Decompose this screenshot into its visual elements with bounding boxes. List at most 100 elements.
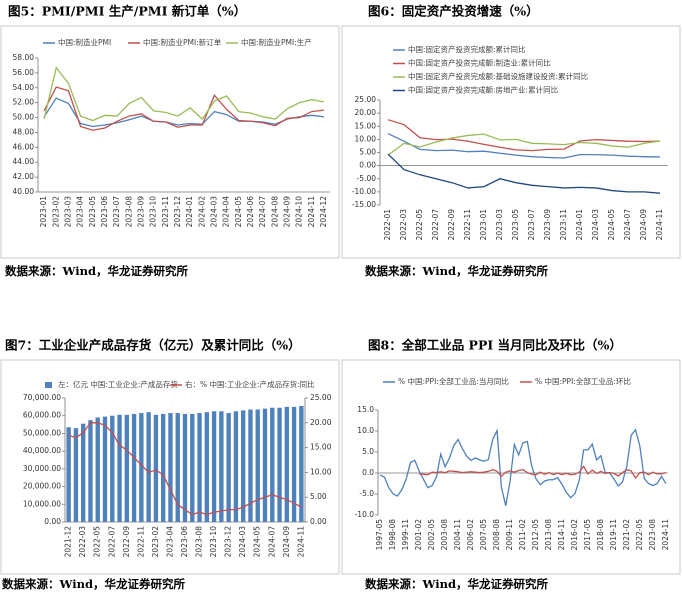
- bar: [175, 413, 180, 522]
- legend-label: 右：% 中国:工业企业:产成品存货:同比: [185, 379, 315, 389]
- legend-label: 中国:固定资产投资完成额:房地产业:累计同比: [408, 85, 559, 95]
- y-tick-label: 42.00: [13, 172, 35, 181]
- panel-frame: [0, 25, 340, 259]
- x-tick-label: 2023-02: [51, 196, 60, 228]
- x-tick-label: 2024-01: [185, 196, 194, 228]
- bar: [255, 409, 260, 522]
- x-tick-label: 2023-10: [209, 526, 218, 558]
- series-line: [379, 428, 667, 506]
- series-line: [43, 86, 324, 131]
- bar: [284, 406, 289, 522]
- x-tick-label: 2017-05: [583, 519, 592, 551]
- bar: [241, 410, 246, 522]
- y-tick-label: 5.0: [362, 447, 374, 456]
- x-tick-label: 2022-05: [635, 519, 644, 551]
- x-tick-label: 2018-08: [596, 519, 605, 551]
- bar: [233, 411, 239, 522]
- chart-title: 图7：工业企业产成品存货（亿元）及累计同比（%）: [5, 338, 301, 353]
- x-tick-label: 2024-08: [270, 196, 279, 228]
- y2-tick-label: 15.00: [310, 443, 332, 452]
- y-tick-label: 30,000.00: [23, 464, 61, 473]
- x-tick-label: 2024-11: [661, 519, 670, 551]
- legend-label: 中国:固定资产投资完成额:基础设施建设投资:累计同比: [408, 71, 589, 81]
- chart-title: 图5：PMI/PMI 生产/PMI 新订单（%）: [8, 4, 246, 19]
- legend-label: 中国:制造业PMI:新订单: [143, 37, 222, 47]
- y-tick-label: -10.0: [355, 510, 375, 519]
- x-tick-label: 2022-01: [383, 209, 392, 241]
- bar: [102, 416, 108, 522]
- x-tick-label: 2024-05: [234, 196, 243, 228]
- x-tick-label: 2022-07: [431, 209, 440, 241]
- x-tick-label: 2023-05: [88, 196, 97, 228]
- panel-frame: [341, 25, 681, 259]
- series-line: [387, 133, 661, 156]
- y-tick-label: -5.0: [359, 489, 374, 498]
- x-tick-label: 2023-04: [76, 196, 85, 228]
- x-tick-label: 2012-05: [531, 519, 540, 551]
- y-tick-label: -10.00: [352, 187, 376, 196]
- x-tick-label: 2023-07: [112, 196, 121, 228]
- y-tick-label: 10,000.00: [23, 499, 61, 508]
- bar: [131, 413, 137, 522]
- x-tick-label: 2023-12: [224, 526, 233, 558]
- x-tick-label: 2023-01: [479, 209, 488, 241]
- bar: [81, 423, 86, 522]
- chart-title: 图6：固定资产投资增速（%）: [368, 4, 539, 19]
- y-tick-label: 60,000.00: [23, 411, 61, 420]
- x-tick-label: 2024-01: [575, 209, 584, 241]
- x-tick-label: 2023-09: [136, 196, 145, 228]
- x-tick-label: 2003-08: [440, 519, 449, 551]
- x-tick-label: 2024-12: [319, 196, 328, 228]
- x-tick-label: 2022-03: [78, 526, 87, 558]
- x-tick-label: 2024-05: [607, 209, 616, 241]
- bar: [211, 411, 217, 522]
- y2-tick-label: 10.00: [310, 467, 332, 476]
- series-line: [419, 465, 667, 480]
- x-tick-label: 2021-02: [622, 519, 631, 551]
- x-tick-label: 2023-01: [39, 196, 48, 228]
- x-tick-label: 2007-05: [479, 519, 488, 551]
- x-tick-label: 2006-02: [466, 519, 475, 551]
- x-tick-label: 2022-09: [122, 526, 131, 558]
- x-tick-label: 2023-09: [543, 209, 552, 241]
- y-tick-label: 15.00: [355, 121, 377, 130]
- x-tick-label: 2024-06: [246, 196, 255, 228]
- x-tick-label: 2024-03: [209, 196, 218, 228]
- y-tick-label: 44.00: [13, 157, 35, 166]
- x-tick-label: 1999-11: [401, 519, 410, 551]
- bar: [190, 413, 195, 522]
- x-tick-label: 2024-04: [222, 196, 231, 228]
- x-tick-label: 2024-09: [639, 209, 648, 241]
- x-tick-label: 2024-07: [267, 526, 276, 558]
- x-tick-label: 1997-05: [375, 519, 384, 551]
- y-tick-label: 56.00: [13, 68, 35, 77]
- x-tick-label: 2013-08: [544, 519, 553, 551]
- y-tick-label: 52.00: [13, 98, 35, 107]
- chart: 图7：工业企业产成品存货（亿元）及累计同比（%） 数据来源：Wind，华龙证券研究…: [2, 338, 332, 592]
- y-tick-label: 15.0: [357, 405, 374, 414]
- x-tick-label: 2024-05: [253, 526, 262, 558]
- y-tick-label: 50.00: [13, 113, 35, 122]
- x-tick-label: 1998-08: [388, 519, 397, 551]
- legend-label: 中国:固定资产投资完成额:累计同比: [408, 44, 526, 54]
- bar: [248, 409, 253, 522]
- series-line: [387, 153, 661, 194]
- y-tick-label: 0.00: [359, 161, 376, 170]
- y-tick-label: 5.00: [359, 148, 376, 157]
- y-tick-label: 50,000.00: [23, 428, 61, 437]
- bar: [110, 415, 115, 522]
- x-tick-label: 2023-05: [511, 209, 520, 241]
- x-tick-label: 2024-03: [238, 526, 247, 558]
- bar: [270, 407, 275, 522]
- legend-label: 中国:固定资产投资完成额:制造业:累计同比: [408, 58, 551, 68]
- bar: [161, 413, 166, 522]
- x-tick-label: 2023-11: [559, 209, 568, 241]
- panel-frame: [0, 359, 340, 575]
- y-tick-label: 20.00: [355, 108, 377, 117]
- legend-label: 中国:制造业PMI:生产: [241, 37, 312, 47]
- bar: [146, 412, 151, 522]
- x-tick-label: 2001-02: [414, 519, 423, 551]
- bar: [204, 412, 209, 522]
- y-tick-label: 0.0: [362, 468, 374, 477]
